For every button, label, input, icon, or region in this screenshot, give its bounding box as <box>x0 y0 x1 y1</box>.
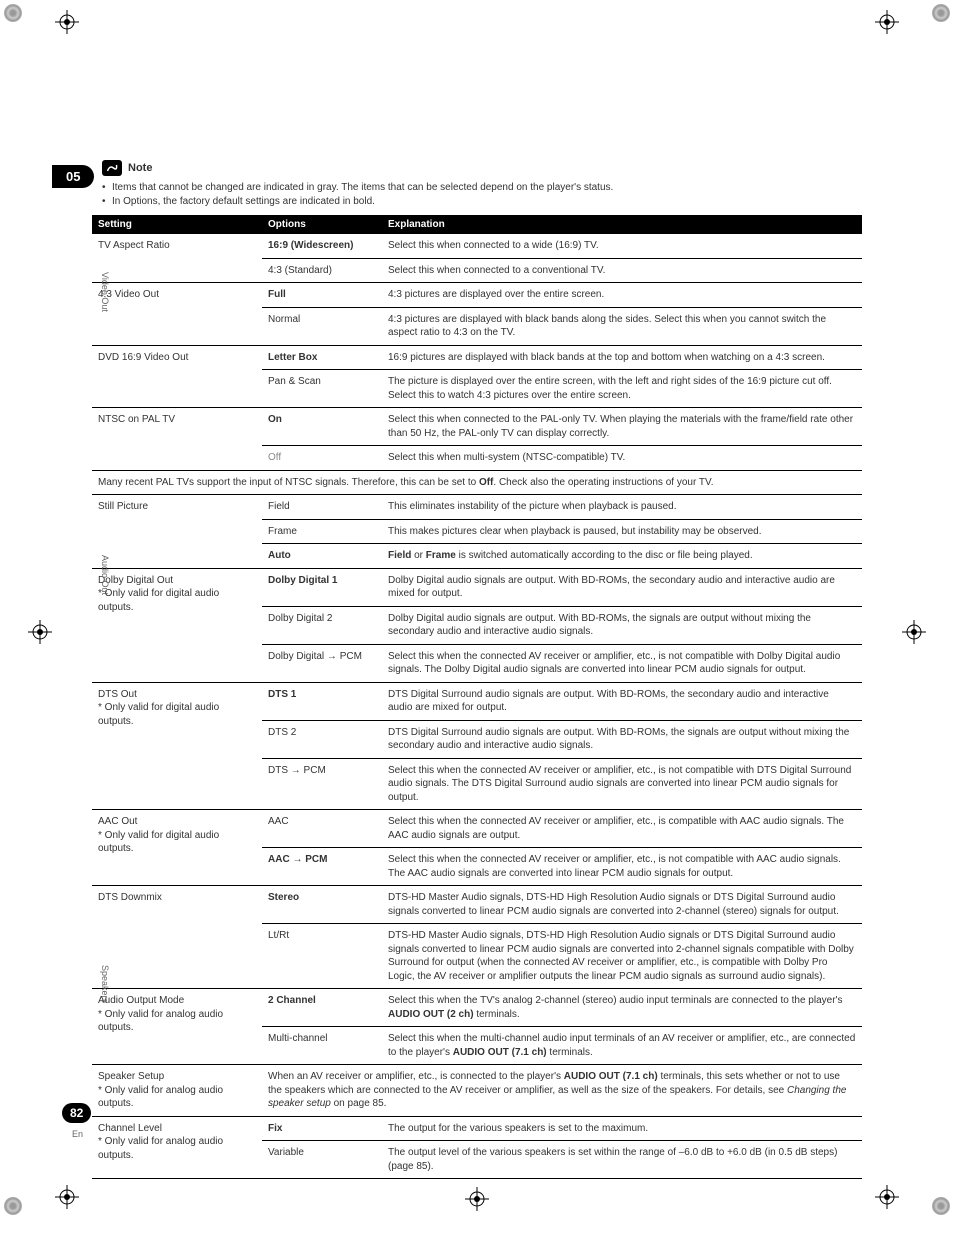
explanation-cell: Select this when the connected AV receiv… <box>382 758 862 810</box>
registration-mark-icon <box>465 1187 489 1211</box>
registration-mark-icon <box>55 1185 79 1209</box>
option-cell: Auto <box>262 544 382 569</box>
option-cell: Frame <box>262 519 382 544</box>
option-cell: Dolby Digital 2 <box>262 606 382 644</box>
section-label-video: Video Out <box>100 272 110 312</box>
explanation-cell: This makes pictures clear when playback … <box>382 519 862 544</box>
note-icon <box>102 160 122 176</box>
note-header: Note <box>102 160 862 176</box>
explanation-cell: Select this when the connected AV receiv… <box>382 644 862 682</box>
explanation-cell: Dolby Digital audio signals are output. … <box>382 568 862 606</box>
explanation-cell: DTS Digital Surround audio signals are o… <box>382 720 862 758</box>
explanation-cell: 4:3 pictures are displayed with black ba… <box>382 307 862 345</box>
print-corner-icon <box>932 4 950 22</box>
explanation-cell: Select this when connected to a conventi… <box>382 258 862 283</box>
print-corner-icon <box>4 4 22 22</box>
header-setting: Setting <box>92 215 262 234</box>
explanation-cell: Select this when the multi-channel audio… <box>382 1027 862 1065</box>
registration-mark-icon <box>875 10 899 34</box>
option-cell: Lt/Rt <box>262 924 382 989</box>
option-cell: Pan & Scan <box>262 370 382 408</box>
setting-cell: DTS Out* Only valid for digital audio ou… <box>92 682 262 810</box>
option-cell: AAC → PCM <box>262 848 382 886</box>
explanation-cell: 16:9 pictures are displayed with black b… <box>382 345 862 370</box>
option-cell: Off <box>262 446 382 471</box>
explanation-cell: DTS-HD Master Audio signals, DTS-HD High… <box>382 924 862 989</box>
setting-cell: DVD 16:9 Video Out <box>92 345 262 408</box>
registration-mark-icon <box>28 620 52 644</box>
header-options: Options <box>262 215 382 234</box>
note-bullets: Items that cannot be changed are indicat… <box>102 182 862 207</box>
explanation-cell: Select this when the connected AV receiv… <box>382 810 862 848</box>
option-cell: AAC <box>262 810 382 848</box>
table-span-note: Many recent PAL TVs support the input of… <box>92 470 862 495</box>
explanation-cell: The output level of the various speakers… <box>382 1141 862 1179</box>
option-cell: DTS 1 <box>262 682 382 720</box>
setting-cell: TV Aspect Ratio <box>92 234 262 283</box>
setting-cell: DTS Downmix <box>92 886 262 989</box>
registration-mark-icon <box>902 620 926 644</box>
explanation-cell: This eliminates instability of the pictu… <box>382 495 862 520</box>
option-cell: 2 Channel <box>262 989 382 1027</box>
option-cell: Normal <box>262 307 382 345</box>
option-cell: On <box>262 408 382 446</box>
option-cell: Stereo <box>262 886 382 924</box>
setting-cell: 4:3 Video Out <box>92 283 262 346</box>
explanation-cell: DTS-HD Master Audio signals, DTS-HD High… <box>382 886 862 924</box>
explanation-cell: The picture is displayed over the entire… <box>382 370 862 408</box>
section-label-speakers: Speakers <box>100 965 110 1003</box>
option-cell: Letter Box <box>262 345 382 370</box>
setting-cell: Still Picture <box>92 495 262 569</box>
option-cell: 16:9 (Widescreen) <box>262 234 382 258</box>
setting-cell: Channel Level* Only valid for analog aud… <box>92 1116 262 1179</box>
option-cell: Field <box>262 495 382 520</box>
note-label: Note <box>128 162 152 174</box>
settings-table: Setting Options Explanation TV Aspect Ra… <box>92 215 862 1179</box>
page-language: En <box>72 1129 83 1139</box>
explanation-cell: DTS Digital Surround audio signals are o… <box>382 682 862 720</box>
option-cell: Dolby Digital → PCM <box>262 644 382 682</box>
explanation-cell: Select this when connected to a wide (16… <box>382 234 862 258</box>
print-corner-icon <box>932 1197 950 1215</box>
bullet-item: Items that cannot be changed are indicat… <box>102 182 862 193</box>
setting-cell: Speaker Setup* Only valid for analog aud… <box>92 1065 262 1117</box>
option-cell: DTS → PCM <box>262 758 382 810</box>
print-corner-icon <box>4 1197 22 1215</box>
setting-cell: NTSC on PAL TV <box>92 408 262 471</box>
explanation-cell: Select this when the connected AV receiv… <box>382 848 862 886</box>
registration-mark-icon <box>875 1185 899 1209</box>
section-label-audio: Audio Out <box>100 555 110 595</box>
explanation-cell: The output for the various speakers is s… <box>382 1116 862 1141</box>
explanation-cell: 4:3 pictures are displayed over the enti… <box>382 283 862 308</box>
header-explanation: Explanation <box>382 215 862 234</box>
explanation-cell: Select this when connected to the PAL-on… <box>382 408 862 446</box>
option-cell: Multi-channel <box>262 1027 382 1065</box>
option-cell: Variable <box>262 1141 382 1179</box>
chapter-badge: 05 <box>52 165 94 188</box>
setting-cell: Audio Output Mode* Only valid for analog… <box>92 989 262 1065</box>
explanation-cell: Select this when the TV's analog 2-chann… <box>382 989 862 1027</box>
setting-cell: Dolby Digital Out* Only valid for digita… <box>92 568 262 682</box>
explanation-cell: Dolby Digital audio signals are output. … <box>382 606 862 644</box>
setting-cell: AAC Out* Only valid for digital audio ou… <box>92 810 262 886</box>
option-cell: Full <box>262 283 382 308</box>
option-cell: 4:3 (Standard) <box>262 258 382 283</box>
merged-explanation: When an AV receiver or amplifier, etc., … <box>262 1065 862 1117</box>
page-content: Note Items that cannot be changed are in… <box>0 0 954 1219</box>
page-number: 82 <box>62 1103 91 1123</box>
explanation-cell: Field or Frame is switched automatically… <box>382 544 862 569</box>
explanation-cell: Select this when multi-system (NTSC-comp… <box>382 446 862 471</box>
option-cell: Fix <box>262 1116 382 1141</box>
bullet-item: In Options, the factory default settings… <box>102 196 862 207</box>
registration-mark-icon <box>55 10 79 34</box>
option-cell: DTS 2 <box>262 720 382 758</box>
option-cell: Dolby Digital 1 <box>262 568 382 606</box>
